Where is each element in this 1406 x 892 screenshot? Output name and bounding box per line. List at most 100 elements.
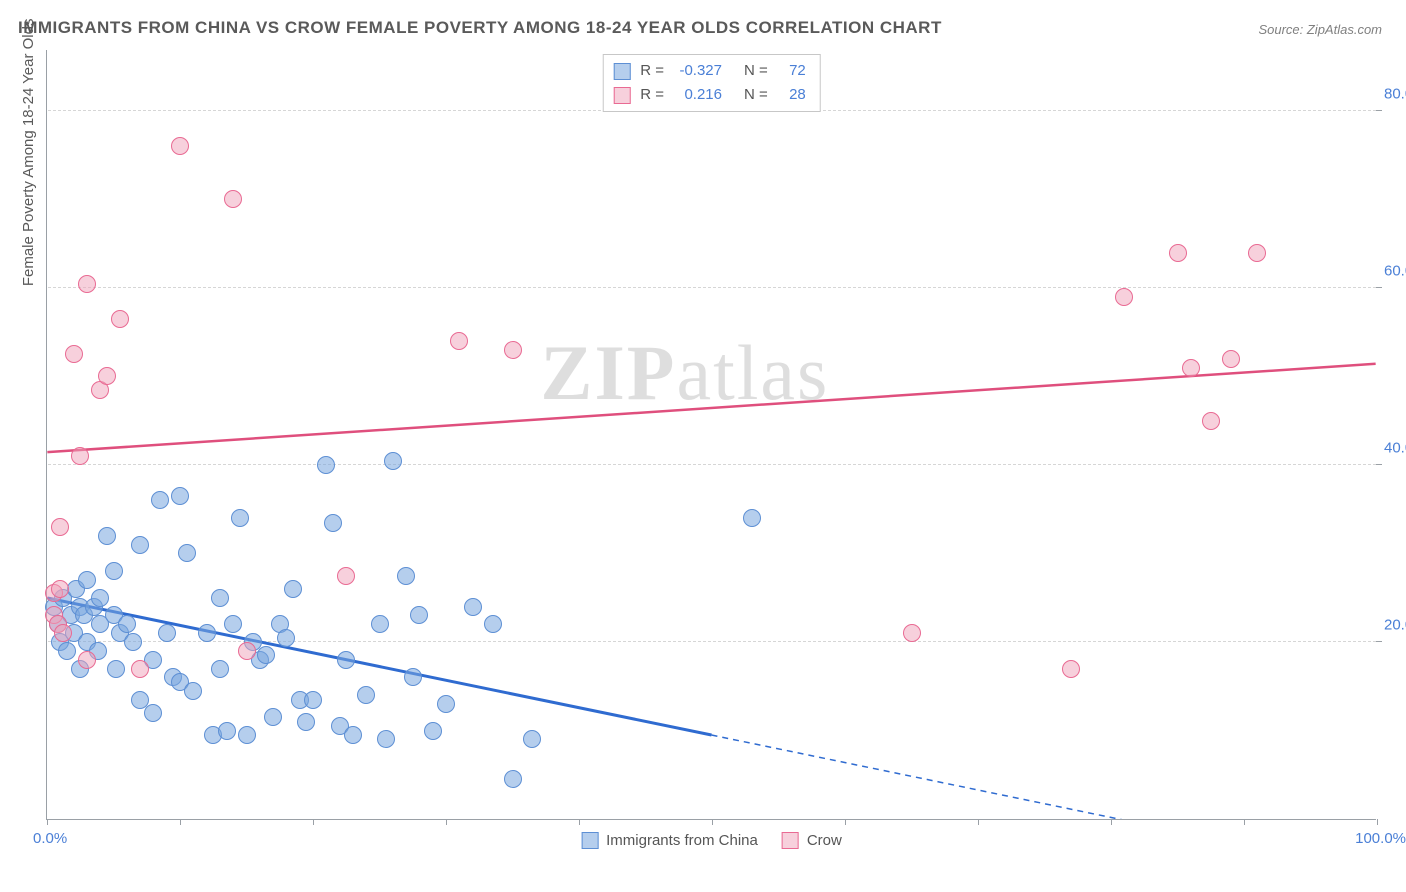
data-point [317,456,335,474]
trend-lines [47,50,1376,819]
correlation-legend: R =-0.327N =72R =0.216N =28 [602,54,821,112]
data-point [111,310,129,328]
legend-r-value: -0.327 [674,59,722,83]
data-point [151,491,169,509]
data-point [284,580,302,598]
legend-item: Crow [782,832,842,849]
data-point [371,615,389,633]
data-point [98,527,116,545]
y-tick-label: 20.0% [1384,617,1406,634]
x-tick-mark [712,819,713,825]
y-tick-label: 60.0% [1384,262,1406,279]
data-point [105,562,123,580]
y-axis-label: Female Poverty Among 18-24 Year Olds [20,19,37,287]
data-point [144,704,162,722]
watermark-rest: atlas [676,329,829,416]
data-point [1062,660,1080,678]
data-point [903,624,921,642]
legend-row: R = -0.327 N = 72 [613,59,806,83]
gridline [48,287,1376,288]
data-point [1248,244,1266,262]
data-point [337,567,355,585]
data-point [1202,412,1220,430]
legend-row: R =0.216N =28 [613,83,806,107]
x-tick-mark [180,819,181,825]
x-tick-mark [978,819,979,825]
data-point [71,447,89,465]
data-point [218,722,236,740]
data-point [124,633,142,651]
data-point [324,514,342,532]
watermark-bold: ZIP [540,329,676,416]
data-point [504,341,522,359]
data-point [1169,244,1187,262]
data-point [484,615,502,633]
data-point [304,691,322,709]
trend-line [47,364,1375,452]
source-attribution: Source: ZipAtlas.com [1258,22,1382,37]
data-point [264,708,282,726]
x-tick-label-100: 100.0% [1355,830,1406,847]
legend-r-label: R = [640,83,664,107]
watermark-text: ZIPatlas [540,328,829,418]
data-point [504,770,522,788]
legend-label: Immigrants from China [606,832,758,849]
x-tick-mark [1111,819,1112,825]
legend-swatch [581,832,598,849]
data-point [54,624,72,642]
data-point [131,536,149,554]
data-point [1182,359,1200,377]
legend-item: Immigrants from China [581,832,758,849]
legend-swatch [782,832,799,849]
legend-n-value: 72 [778,59,806,83]
y-tick-mark [1376,287,1382,288]
data-point [65,345,83,363]
data-point [131,660,149,678]
data-point [437,695,455,713]
data-point [397,567,415,585]
legend-r-value: 0.216 [674,83,722,107]
x-tick-mark [845,819,846,825]
data-point [211,660,229,678]
data-point [238,642,256,660]
data-point [51,518,69,536]
x-tick-mark [313,819,314,825]
y-tick-mark [1376,464,1382,465]
x-tick-mark [446,819,447,825]
data-point [91,589,109,607]
data-point [78,275,96,293]
x-tick-mark [579,819,580,825]
x-tick-mark [47,819,48,825]
data-point [1222,350,1240,368]
data-point [337,651,355,669]
data-point [58,642,76,660]
scatter-plot-area: ZIPatlas 20.0%40.0%60.0%80.0% 0.0% 100.0… [46,50,1376,820]
data-point [238,726,256,744]
data-point [211,589,229,607]
data-point [743,509,761,527]
data-point [184,682,202,700]
data-point [1115,288,1133,306]
chart-title: IMMIGRANTS FROM CHINA VS CROW FEMALE POV… [18,18,942,38]
data-point [171,137,189,155]
gridline [48,464,1376,465]
data-point [464,598,482,616]
data-point [224,615,242,633]
data-point [384,452,402,470]
legend-r-label: R = [640,59,664,83]
data-point [404,668,422,686]
data-point [198,624,216,642]
data-point [118,615,136,633]
x-tick-label-0: 0.0% [33,830,67,847]
data-point [78,651,96,669]
data-point [257,646,275,664]
trend-line-extrapolated [712,735,1376,819]
data-point [523,730,541,748]
data-point [277,629,295,647]
data-point [424,722,442,740]
legend-n-label: N = [744,59,768,83]
y-tick-label: 40.0% [1384,439,1406,456]
x-tick-mark [1377,819,1378,825]
data-point [231,509,249,527]
data-point [107,660,125,678]
